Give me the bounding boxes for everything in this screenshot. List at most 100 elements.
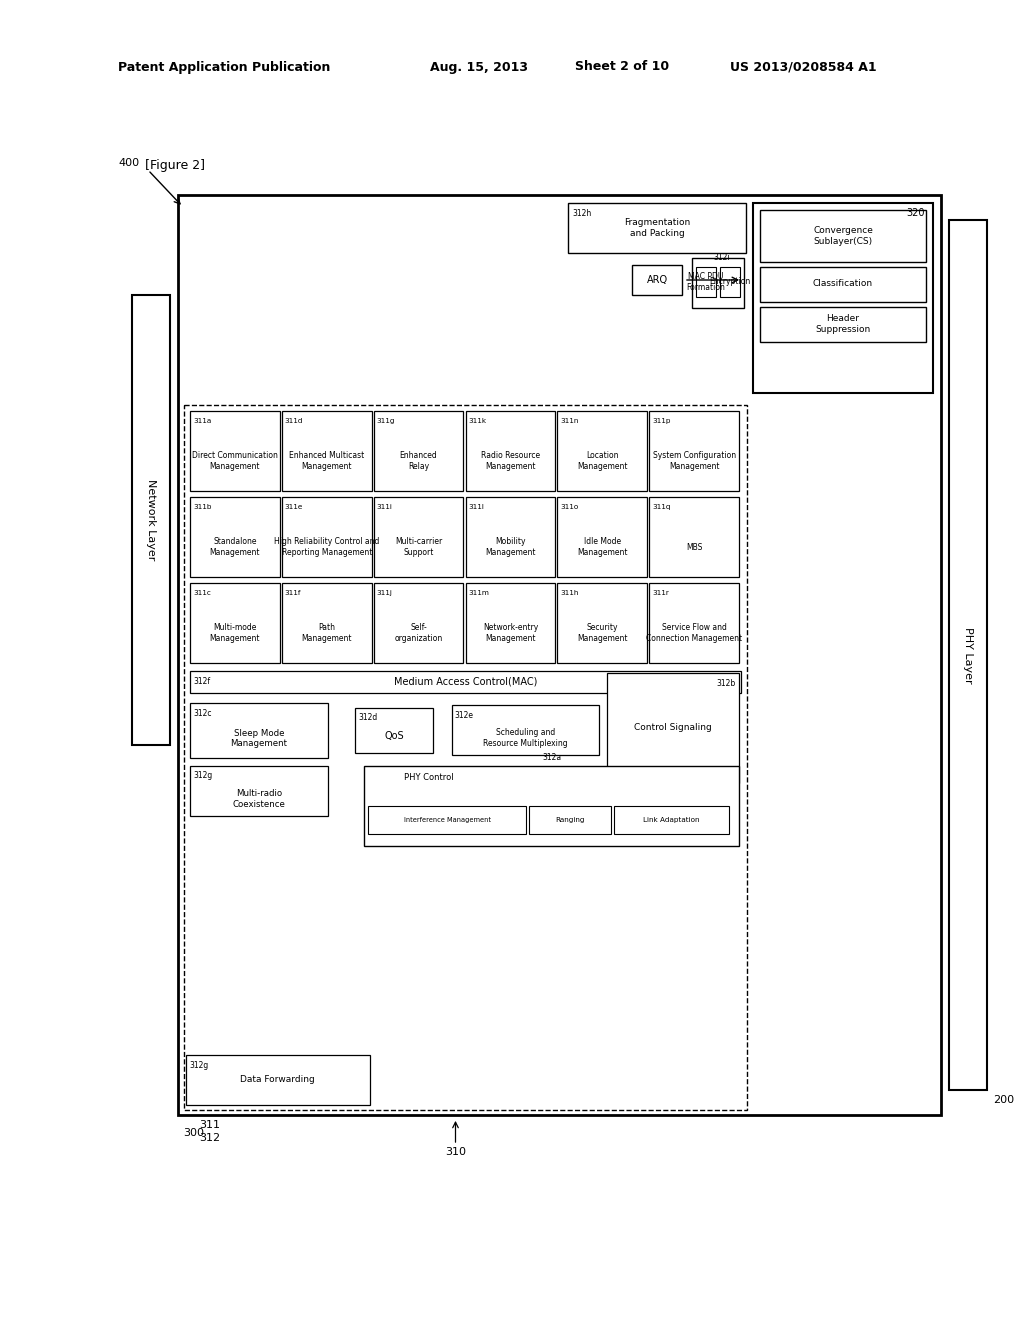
Bar	[614, 807, 729, 834]
Text: QoS: QoS	[385, 730, 404, 741]
Text: Service Flow and
Connection Management: Service Flow and Connection Management	[646, 623, 742, 643]
Text: 311p: 311p	[652, 418, 671, 424]
Bar	[369, 807, 525, 834]
Bar	[190, 671, 741, 693]
Bar	[374, 498, 464, 577]
Text: Link Adaptation: Link Adaptation	[643, 817, 699, 822]
Bar	[696, 267, 716, 297]
Text: 300: 300	[183, 1129, 204, 1138]
Text: Multi-radio
Coexistence: Multi-radio Coexistence	[232, 789, 286, 809]
Text: 311g: 311g	[377, 418, 395, 424]
Text: PHY Layer: PHY Layer	[963, 627, 973, 684]
Text: Control Signaling: Control Signaling	[634, 723, 712, 733]
Text: Security
Management: Security Management	[577, 623, 628, 643]
Text: System Configuration
Management: System Configuration Management	[652, 451, 735, 471]
Text: 311k: 311k	[469, 418, 486, 424]
Bar	[649, 498, 739, 577]
Text: 200: 200	[993, 1096, 1014, 1105]
Text: High Reliability Control and
Reporting Management: High Reliability Control and Reporting M…	[274, 537, 380, 557]
Bar	[374, 583, 464, 663]
Text: Fragmentation
and Packing: Fragmentation and Packing	[624, 218, 690, 238]
Bar	[949, 220, 987, 1090]
Text: Radio Resource
Management: Radio Resource Management	[481, 451, 540, 471]
Bar	[178, 195, 941, 1115]
Bar	[649, 583, 739, 663]
Bar	[760, 308, 926, 342]
Bar	[190, 704, 328, 758]
Text: Path
Management: Path Management	[301, 623, 352, 643]
Text: Medium Access Control(MAC): Medium Access Control(MAC)	[394, 677, 538, 686]
Text: Self-
organization: Self- organization	[394, 623, 442, 643]
Text: PHY Control: PHY Control	[404, 774, 454, 783]
Text: ARQ: ARQ	[646, 275, 668, 285]
Text: 311q: 311q	[652, 504, 671, 510]
Text: Scheduling and
Resource Multiplexing: Scheduling and Resource Multiplexing	[483, 729, 567, 747]
Text: 311n: 311n	[560, 418, 579, 424]
Text: MAC PDU
Formation: MAC PDU Formation	[686, 272, 725, 292]
Text: 311a: 311a	[193, 418, 211, 424]
Text: Header
Suppression: Header Suppression	[815, 314, 870, 334]
Text: MBS: MBS	[686, 543, 702, 552]
Bar	[466, 498, 555, 577]
Text: Multi-mode
Management: Multi-mode Management	[210, 623, 260, 643]
Text: 311l: 311l	[469, 504, 484, 510]
Text: Convergence
Sublayer(CS): Convergence Sublayer(CS)	[813, 226, 872, 246]
Text: 312i: 312i	[714, 252, 730, 261]
Text: Sleep Mode
Management: Sleep Mode Management	[230, 729, 288, 748]
Bar	[557, 498, 647, 577]
Text: 312g: 312g	[193, 771, 212, 780]
Text: 311: 311	[199, 1119, 220, 1130]
Text: 312f: 312f	[193, 676, 210, 685]
Text: 400: 400	[119, 158, 140, 168]
Text: 312d: 312d	[358, 714, 378, 722]
Text: 312b: 312b	[717, 678, 736, 688]
Text: 311j: 311j	[377, 590, 392, 597]
Bar	[190, 583, 280, 663]
Text: Patent Application Publication: Patent Application Publication	[118, 61, 331, 74]
Bar	[190, 411, 280, 491]
Text: Direct Communication
Management: Direct Communication Management	[191, 451, 278, 471]
Bar	[186, 1055, 370, 1105]
Text: 311f: 311f	[285, 590, 301, 597]
Bar	[760, 210, 926, 261]
Bar	[692, 257, 744, 308]
Text: 311m: 311m	[469, 590, 489, 597]
Text: Encryption: Encryption	[710, 277, 751, 286]
Text: Mobility
Management: Mobility Management	[485, 537, 536, 557]
Bar	[374, 411, 464, 491]
Bar	[355, 708, 433, 752]
Bar	[720, 267, 740, 297]
Text: Classification: Classification	[813, 280, 873, 289]
Bar	[365, 766, 739, 846]
Bar	[753, 203, 933, 393]
Bar	[760, 267, 926, 302]
Text: 311i: 311i	[377, 504, 392, 510]
Bar	[649, 411, 739, 491]
Text: [Figure 2]: [Figure 2]	[145, 158, 205, 172]
Text: Network-entry
Management: Network-entry Management	[482, 623, 538, 643]
Bar	[528, 807, 611, 834]
Text: 311o: 311o	[560, 504, 579, 510]
Bar	[282, 498, 372, 577]
Bar	[557, 583, 647, 663]
Text: Aug. 15, 2013: Aug. 15, 2013	[430, 61, 528, 74]
Text: 311c: 311c	[193, 590, 211, 597]
Text: 310: 310	[445, 1147, 466, 1158]
Text: 311r: 311r	[652, 590, 669, 597]
Text: 311h: 311h	[560, 590, 579, 597]
Bar	[632, 265, 682, 294]
Bar	[282, 583, 372, 663]
Bar	[466, 583, 555, 663]
Text: 312a: 312a	[542, 754, 561, 763]
Text: Data Forwarding: Data Forwarding	[241, 1076, 315, 1085]
Bar	[190, 498, 280, 577]
Bar	[132, 294, 170, 744]
Text: 311d: 311d	[285, 418, 303, 424]
Text: Interference Management: Interference Management	[403, 817, 490, 822]
Text: 311e: 311e	[285, 504, 303, 510]
Text: 320: 320	[906, 209, 925, 218]
Text: Idle Mode
Management: Idle Mode Management	[577, 537, 628, 557]
Bar	[606, 673, 739, 783]
Text: 312e: 312e	[455, 710, 474, 719]
Text: 312c: 312c	[193, 709, 212, 718]
